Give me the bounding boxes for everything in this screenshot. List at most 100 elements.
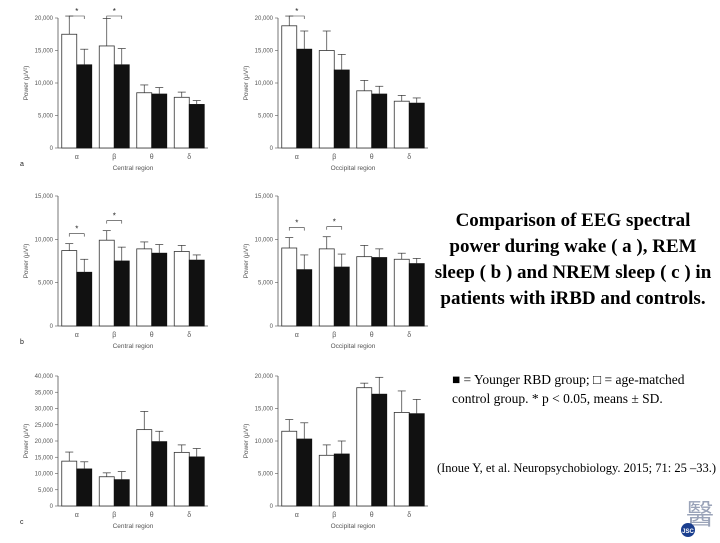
x-tick-label: θ [150, 512, 154, 519]
chart-panel-a-occipital: 0 5,000 10,000 15,000 20,000 Power (μV²) α * β θ δ… [238, 6, 438, 180]
logo-label: JSC [682, 529, 694, 535]
bar-rbd [408, 263, 425, 327]
bar-control [173, 251, 190, 327]
y-tick-label: 5,000 [258, 114, 274, 120]
y-tick-label: 0 [50, 504, 54, 510]
bar-control [61, 33, 78, 149]
y-tick-label: 15,000 [255, 194, 274, 200]
significance-marker: * [113, 212, 116, 221]
significance-bracket [326, 226, 343, 230]
bar-rbd [371, 393, 388, 507]
y-tick-label: 30,000 [35, 407, 54, 413]
x-tick-label: θ [370, 154, 374, 161]
bar-control [136, 248, 153, 327]
bar-rbd [188, 259, 205, 327]
x-tick-label: δ [407, 512, 411, 519]
x-tick-label: β [332, 512, 336, 519]
bar-rbd [333, 69, 350, 149]
significance-marker: * [75, 225, 78, 234]
bar-rbd [151, 252, 168, 327]
chart-panel-b-occipital: 0 5,000 10,000 15,000 Power (μV²) α * β * θ δ Occip… [238, 184, 438, 358]
bar-control [98, 45, 115, 149]
bar-rbd [151, 93, 168, 149]
x-tick-label: δ [187, 512, 191, 519]
y-tick-label: 5,000 [258, 472, 274, 478]
chart-svg: 0 5,000 10,000 15,000 Power (μV²) α * β * θ δ Centr… [20, 194, 208, 350]
significance-bracket [106, 15, 123, 19]
y-tick-label: 15,000 [35, 49, 54, 55]
bar-control [173, 96, 190, 149]
bar-rbd [151, 441, 168, 507]
y-tick-label: 15,000 [35, 455, 54, 461]
bar-rbd [371, 93, 388, 149]
y-axis-label: Power (μV²) [243, 66, 250, 101]
x-axis-label: Occipital region [331, 343, 376, 350]
significance-bracket [106, 220, 123, 224]
jsc-logo: 醫 JSC [678, 498, 718, 538]
y-tick-label: 10,000 [255, 439, 274, 445]
bar-rbd [76, 64, 93, 149]
bar-control [281, 430, 298, 507]
bar-control [136, 92, 153, 149]
bar-rbd [408, 413, 425, 507]
bar-control [393, 100, 410, 149]
significance-marker: * [295, 7, 298, 16]
bar-control [356, 90, 373, 149]
bar-control [318, 50, 335, 149]
bar-rbd [76, 468, 93, 507]
y-tick-label: 0 [270, 504, 274, 510]
y-tick-label: 40,000 [35, 374, 54, 380]
bar-control [98, 476, 115, 507]
bar-control [318, 248, 335, 327]
bar-rbd [113, 64, 130, 149]
x-tick-label: δ [187, 154, 191, 161]
bar-control [98, 239, 115, 327]
bar-rbd [113, 479, 130, 507]
y-tick-label: 5,000 [38, 488, 54, 494]
x-tick-label: θ [370, 512, 374, 519]
logo-circle [681, 523, 695, 537]
significance-marker: * [295, 219, 298, 228]
bar-rbd [333, 453, 350, 507]
x-tick-label: α [295, 512, 299, 519]
y-tick-label: 5,000 [38, 114, 54, 120]
y-tick-label: 0 [270, 146, 274, 152]
chart-svg: 0 5,000 10,000 15,000 20,000 Power (μV²) α * β θ δ… [243, 7, 428, 172]
x-tick-label: β [332, 332, 336, 339]
x-tick-label: α [295, 332, 299, 339]
x-axis-label: Central region [113, 523, 154, 530]
significance-bracket [288, 15, 305, 19]
bar-rbd [76, 271, 93, 327]
bar-control [393, 258, 410, 327]
y-tick-label: 25,000 [35, 423, 54, 429]
y-tick-label: 35,000 [35, 390, 54, 396]
bar-control [281, 25, 298, 149]
x-tick-label: θ [150, 154, 154, 161]
y-tick-label: 10,000 [255, 81, 274, 87]
bar-rbd [371, 257, 388, 327]
x-axis-label: Central region [113, 343, 154, 350]
x-tick-label: α [75, 332, 79, 339]
chart-panel-c-central: 0 5,000 10,000 15,000 20,000 25,000 30,000 35,0… [18, 364, 218, 538]
panel-label: c [20, 519, 24, 526]
x-tick-label: β [332, 154, 336, 161]
x-tick-label: β [112, 154, 116, 161]
chart-svg: 0 5,000 10,000 15,000 Power (μV²) α * β * θ δ Occip… [243, 194, 428, 350]
caption-citation: (Inoue Y, et al. Neuropsychobiology. 201… [436, 461, 716, 475]
x-tick-label: β [112, 512, 116, 519]
significance-bracket [288, 227, 305, 231]
x-tick-label: α [75, 512, 79, 519]
x-tick-label: δ [407, 154, 411, 161]
bar-control [136, 429, 153, 507]
significance-marker: * [75, 7, 78, 16]
bar-control [356, 256, 373, 327]
bar-rbd [296, 438, 313, 507]
bar-rbd [333, 266, 350, 327]
significance-bracket [68, 15, 85, 19]
y-tick-label: 5,000 [38, 281, 54, 287]
bar-control [393, 412, 410, 507]
bar-control [318, 454, 335, 507]
bar-control [61, 250, 78, 327]
y-tick-label: 10,000 [35, 81, 54, 87]
y-tick-label: 20,000 [35, 439, 54, 445]
